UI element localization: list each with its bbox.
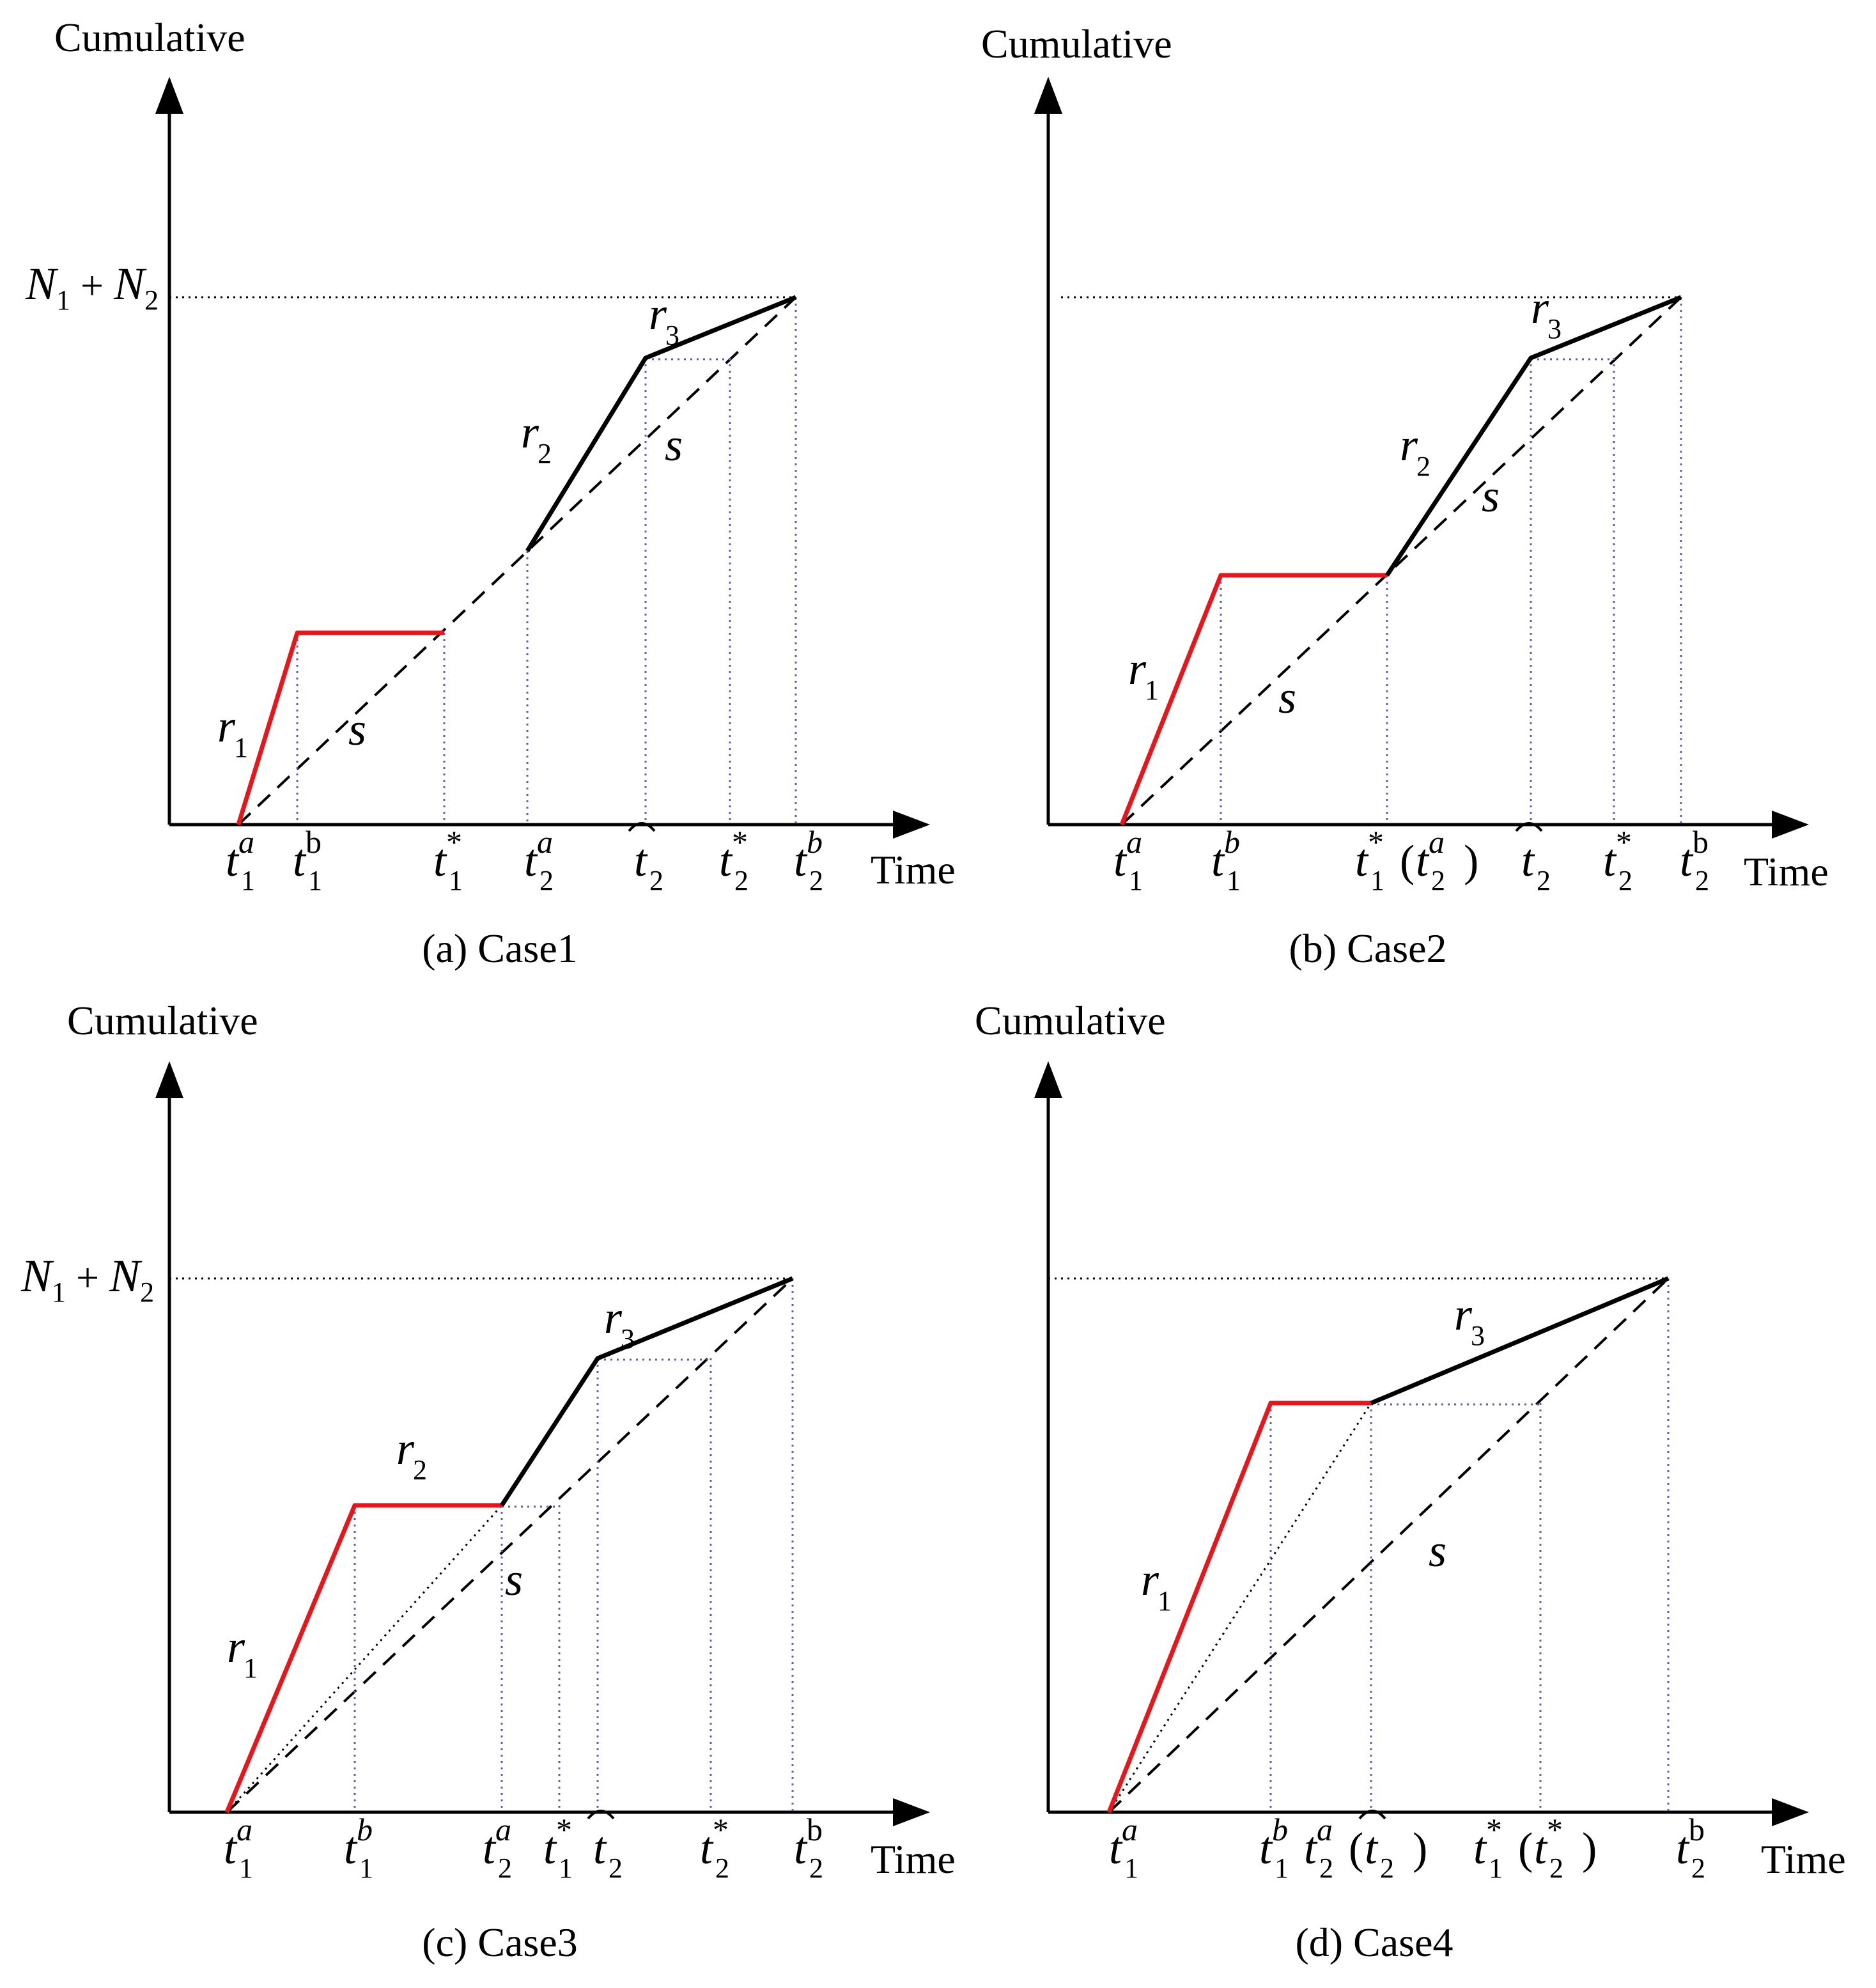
line-s-b-2: s xyxy=(1482,470,1500,522)
service-line-c xyxy=(226,1277,794,1813)
rate-r3-c: r3 xyxy=(604,1292,635,1355)
line-s-d: s xyxy=(1429,1525,1446,1576)
y-axis-label-c: Cumulative xyxy=(67,998,258,1043)
tick-d-3: t* 1 xyxy=(1473,1812,1503,1884)
arrival-red-d xyxy=(1106,1401,1371,1813)
arrival-red-a xyxy=(236,630,444,826)
service-line-d xyxy=(1108,1277,1670,1813)
tick-b-0: ta 1 xyxy=(1113,824,1143,896)
x-axis-arrow-b xyxy=(1772,811,1809,839)
caption-a: (a) Case1 xyxy=(422,926,577,971)
arrival-red-b xyxy=(1119,573,1387,826)
y-axis-arrow-a xyxy=(155,77,183,114)
line-s-c: s xyxy=(505,1554,523,1605)
service-line-a xyxy=(237,296,797,826)
tick-c-4: t2 xyxy=(593,1822,623,1884)
rate-r2-c: r2 xyxy=(396,1423,427,1486)
tick-c-5: t* 2 xyxy=(700,1812,729,1884)
tick-d-1: tb 1 xyxy=(1259,1812,1289,1884)
tick-c-0: ta 1 xyxy=(224,1812,253,1884)
tick-a-4-hat xyxy=(628,822,656,832)
line-s-b-1: s xyxy=(1278,672,1296,723)
tick-a-4: t2 xyxy=(634,835,663,896)
tick-d-2-inner: t2 xyxy=(1365,1822,1394,1884)
arrival-black-b xyxy=(1385,295,1682,577)
line-s-a-2: s xyxy=(665,419,683,470)
y-axis-arrow-b xyxy=(1034,77,1062,114)
tick-b-5: tb 2 xyxy=(1680,824,1709,896)
rate-r3-d: r3 xyxy=(1454,1289,1485,1351)
tick-c-4-hat xyxy=(587,1810,615,1820)
tick-a-2: t* 1 xyxy=(433,824,463,896)
rate-r3-b: r3 xyxy=(1531,282,1562,345)
y-axis-label-a: Cumulative xyxy=(54,15,245,60)
rate-r1-c: r1 xyxy=(227,1621,258,1684)
tick-b-3: t2 xyxy=(1521,835,1551,896)
tick-d-2-inner-hat xyxy=(1358,1810,1386,1820)
rate-r1-b: r1 xyxy=(1128,643,1159,706)
arrival-black-c xyxy=(500,1276,794,1507)
tick-a-6: tb 2 xyxy=(794,824,823,896)
y-axis-arrow-c xyxy=(155,1061,183,1098)
arrival-black-a xyxy=(525,295,797,552)
caption-b: (b) Case2 xyxy=(1289,926,1446,971)
x-axis-arrow-a xyxy=(893,811,930,839)
tick-c-1: tb 1 xyxy=(344,1812,373,1884)
tick-c-3: t* 1 xyxy=(543,1812,573,1884)
tick-d-2-rparen: ) xyxy=(1413,1824,1427,1874)
y-axis-label-d: Cumulative xyxy=(975,998,1166,1043)
tick-c-6: tb 2 xyxy=(794,1812,823,1884)
tick-d-3-rparen: ) xyxy=(1582,1824,1597,1874)
rate-r3-a: r3 xyxy=(649,288,679,351)
tick-b-4: t* 2 xyxy=(1603,824,1632,896)
x-axis-label-d: Time xyxy=(1761,1837,1846,1882)
arrival-black-d xyxy=(1370,1276,1670,1406)
tick-a-0: ta 1 xyxy=(226,824,255,896)
arrival-red-c xyxy=(224,1503,502,1813)
x-axis-arrow-c xyxy=(893,1798,930,1826)
caption-c: (c) Case3 xyxy=(422,1920,577,1965)
y-axis-arrow-d xyxy=(1034,1061,1062,1098)
rate-r1-d: r1 xyxy=(1141,1554,1172,1617)
level-label-a: N1 + N2 xyxy=(25,258,159,316)
x-axis-label-b: Time xyxy=(1744,849,1829,894)
rate-r2-b: r2 xyxy=(1400,419,1430,482)
tick-d-0: ta 1 xyxy=(1109,1812,1138,1884)
tick-b-2-inner: ta 2 xyxy=(1416,824,1445,896)
tick-b-2-rparen: ) xyxy=(1464,837,1478,886)
level-label-c: N1 + N2 xyxy=(20,1250,154,1308)
service-line-b xyxy=(1120,296,1682,826)
y-axis-label-b: Cumulative xyxy=(981,21,1172,66)
dotted-d xyxy=(1108,1402,1372,1813)
rate-r2-a: r2 xyxy=(521,407,552,469)
tick-b-2: t* 1 xyxy=(1355,824,1384,896)
tick-d-3-lparen: ( xyxy=(1518,1824,1533,1874)
x-axis-label-c: Time xyxy=(871,1837,956,1882)
tick-a-1: tb 1 xyxy=(293,824,322,896)
tick-a-5: t* 2 xyxy=(719,824,748,896)
line-s-a-1: s xyxy=(348,704,366,755)
tick-d-2: ta 2 xyxy=(1304,1812,1333,1884)
rate-r1-a: r1 xyxy=(217,701,248,763)
tick-b-3-hat xyxy=(1515,822,1543,832)
x-axis-arrow-d xyxy=(1772,1798,1809,1826)
tick-d-3-inner: t* 2 xyxy=(1534,1812,1563,1884)
dotted-c xyxy=(226,1504,503,1813)
tick-d-4: tb 2 xyxy=(1676,1812,1705,1884)
tick-a-3: ta 2 xyxy=(524,824,554,896)
caption-d: (d) Case4 xyxy=(1295,1920,1453,1965)
tick-c-2: ta 2 xyxy=(483,1812,512,1884)
tick-d-2-lparen: ( xyxy=(1349,1824,1363,1874)
x-axis-label-a: Time xyxy=(871,847,956,892)
tick-b-2-lparen: ( xyxy=(1400,837,1415,886)
tick-b-1: tb 1 xyxy=(1211,824,1241,896)
